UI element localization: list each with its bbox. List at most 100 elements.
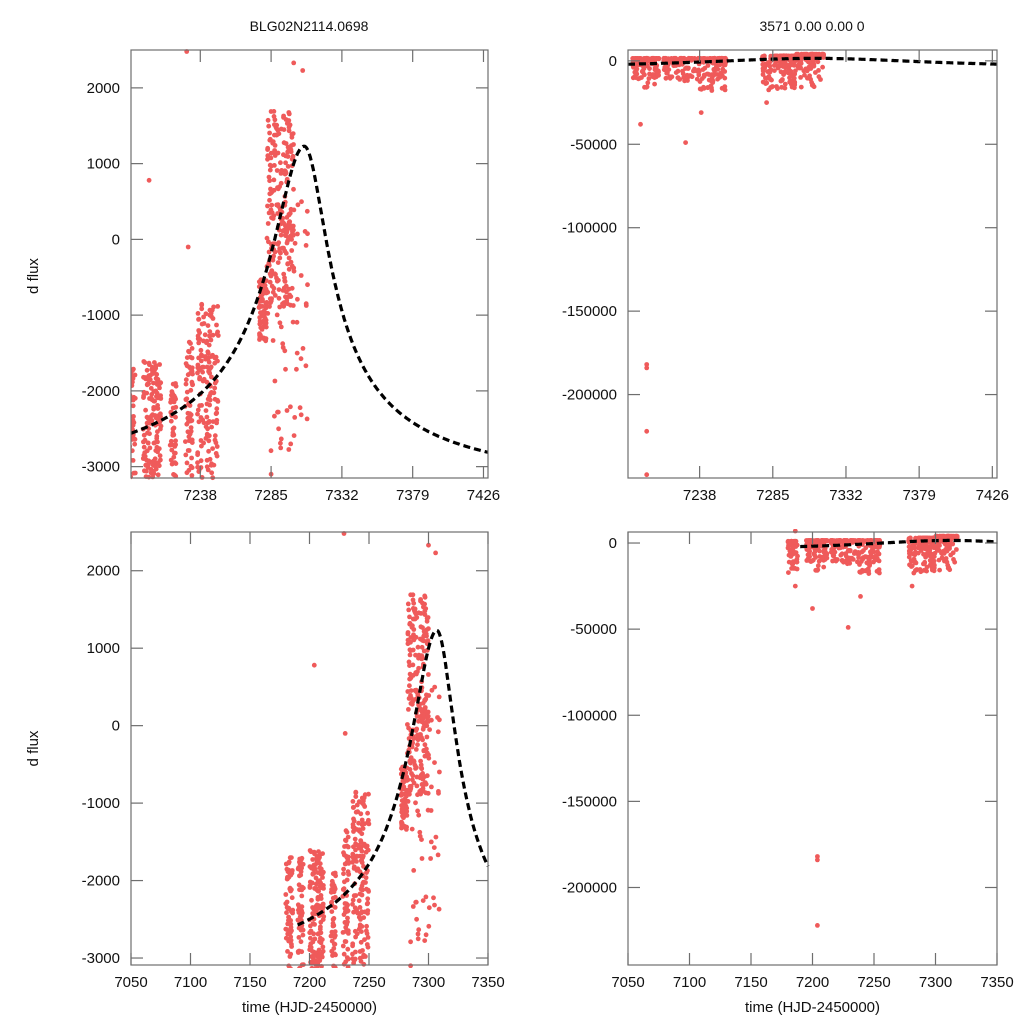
- data-point: [173, 461, 179, 466]
- data-point: [265, 203, 270, 209]
- data-point: [433, 834, 439, 840]
- data-point: [285, 301, 290, 307]
- data-point: [426, 905, 432, 911]
- data-point: [645, 80, 651, 86]
- data-point: [141, 393, 147, 399]
- data-point: [267, 304, 272, 309]
- data-point: [763, 81, 769, 86]
- data-point: [185, 244, 191, 250]
- y-tick-label: 1000: [87, 156, 120, 173]
- data-point: [364, 901, 370, 907]
- data-point: [287, 886, 293, 892]
- data-point: [141, 456, 147, 461]
- data-point: [943, 556, 949, 561]
- data-point: [285, 154, 291, 159]
- x-tick-label: 7300: [412, 974, 445, 991]
- y-tick-label: -2000: [82, 873, 120, 890]
- data-point: [817, 548, 822, 554]
- x-tick-label: 7238: [184, 487, 217, 504]
- data-point: [644, 472, 650, 478]
- data-point: [766, 62, 772, 68]
- data-point: [144, 420, 150, 426]
- data-point: [426, 693, 432, 698]
- data-point: [287, 954, 293, 959]
- data-point: [813, 70, 818, 75]
- data-point: [131, 420, 137, 425]
- data-point: [298, 927, 304, 933]
- data-point: [696, 69, 702, 74]
- data-point: [913, 568, 918, 573]
- data-point: [410, 777, 415, 783]
- data-point: [298, 273, 304, 278]
- data-point: [215, 329, 221, 335]
- data-point: [366, 817, 371, 823]
- x-tick-label: 7238: [683, 487, 716, 504]
- data-point: [792, 529, 798, 534]
- data-point: [421, 604, 426, 610]
- data-point: [705, 63, 711, 68]
- data-point: [405, 777, 411, 783]
- data-point: [152, 360, 157, 365]
- data-point: [148, 385, 154, 391]
- data-point: [274, 312, 280, 318]
- data-point: [415, 931, 421, 937]
- data-point: [183, 439, 188, 444]
- data-point: [420, 716, 426, 721]
- data-point: [412, 610, 418, 615]
- x-tick-label: 7100: [174, 974, 207, 991]
- data-point: [821, 53, 826, 58]
- data-point: [311, 662, 317, 668]
- data-point: [678, 57, 683, 63]
- data-point: [169, 389, 175, 394]
- data-point: [399, 798, 405, 803]
- data-point: [341, 951, 347, 957]
- data-point: [928, 540, 933, 545]
- data-point: [407, 614, 412, 620]
- plot-frame: [627, 531, 998, 966]
- data-point: [207, 333, 213, 339]
- title-left: BLG02N2114.0698: [250, 18, 369, 34]
- data-point: [147, 431, 152, 437]
- data-point: [270, 257, 276, 263]
- data-point: [763, 76, 769, 81]
- data-point: [342, 939, 348, 944]
- data-point: [206, 433, 212, 439]
- data-point: [284, 408, 290, 413]
- data-point: [214, 417, 220, 423]
- data-point: [312, 922, 317, 927]
- data-point: [279, 168, 284, 173]
- data-point: [416, 927, 422, 933]
- data-point: [824, 552, 830, 558]
- data-point: [312, 936, 318, 942]
- data-point: [212, 437, 218, 443]
- data-point: [343, 838, 349, 844]
- data-point: [281, 285, 287, 291]
- data-point: [428, 856, 433, 861]
- data-point: [417, 732, 422, 738]
- y-tick-label: -3000: [82, 459, 120, 476]
- data-point: [187, 403, 193, 408]
- data-point: [686, 65, 691, 71]
- data-point: [289, 855, 294, 860]
- data-point: [199, 365, 205, 371]
- model-curve: [297, 628, 490, 927]
- data-point: [711, 72, 717, 78]
- y-tick-label: 2000: [87, 563, 120, 580]
- data-point: [157, 381, 163, 387]
- data-point: [214, 444, 220, 449]
- data-point: [929, 551, 934, 557]
- data-point: [189, 355, 195, 361]
- data-point: [151, 380, 156, 386]
- data-point: [330, 923, 336, 929]
- data-point: [268, 448, 274, 454]
- data-point: [288, 404, 293, 410]
- data-point: [359, 924, 365, 929]
- data-point: [644, 362, 650, 367]
- data-point: [843, 553, 849, 559]
- data-point: [170, 432, 176, 438]
- data-point: [788, 62, 794, 68]
- data-point: [286, 124, 292, 130]
- data-points: [785, 529, 960, 928]
- data-point: [280, 245, 285, 251]
- data-point: [201, 321, 207, 326]
